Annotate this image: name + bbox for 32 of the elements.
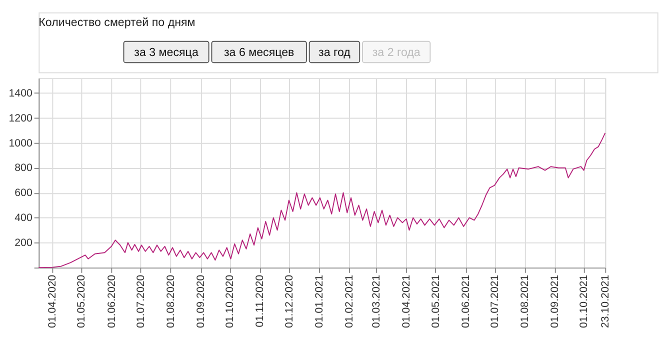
x-tick-label: 01.10.2021 <box>578 274 590 328</box>
x-tick-label: 01.09.2021 <box>549 274 562 328</box>
x-tick-label: 01.08.2020 <box>164 274 177 328</box>
text: за 6 месяцев <box>224 46 294 59</box>
x-tick-label: 01.06.2021 <box>460 274 472 328</box>
x-tick-label: 01.07.2020 <box>134 274 147 328</box>
x-tick-label: 01.11.2020 <box>254 274 266 328</box>
x-tick-label: 01.03.2021 <box>370 274 383 328</box>
text: за 3 месяца <box>134 46 199 59</box>
y-tick-label: 200 <box>14 237 32 250</box>
chart-title: Количество смертей по дням <box>38 16 196 29</box>
x-tick-label: 01.05.2021 <box>430 274 442 328</box>
x-tick-label: 01.12.2020 <box>283 274 296 328</box>
x-tick-label: 01.04.2020 <box>46 274 59 328</box>
x-tick-label: 01.05.2020 <box>76 274 88 328</box>
x-tick-label: 01.06.2020 <box>106 274 118 328</box>
x-tick-label: 01.02.2021 <box>343 274 356 328</box>
y-tick-label: 400 <box>14 212 32 224</box>
x-tick-label: 01.09.2020 <box>195 274 208 328</box>
y-tick-label: 1200 <box>8 112 32 124</box>
x-tick-label: 01.10.2020 <box>224 274 236 328</box>
y-tick-label: 600 <box>14 187 32 200</box>
x-tick-label: 01.07.2021 <box>488 274 501 328</box>
x-tick-label: 23.10.2021 <box>600 274 612 328</box>
text: за 2 года <box>372 46 421 59</box>
x-tick-label: 01.08.2021 <box>519 274 532 328</box>
y-tick-label: 1400 <box>8 87 32 100</box>
y-tick-label: 800 <box>14 162 32 174</box>
y-tick-label: 1000 <box>8 137 32 150</box>
text: за год <box>318 46 351 59</box>
x-tick-label: 01.04.2021 <box>400 274 413 328</box>
x-tick-label: 01.01.2021 <box>313 274 326 328</box>
